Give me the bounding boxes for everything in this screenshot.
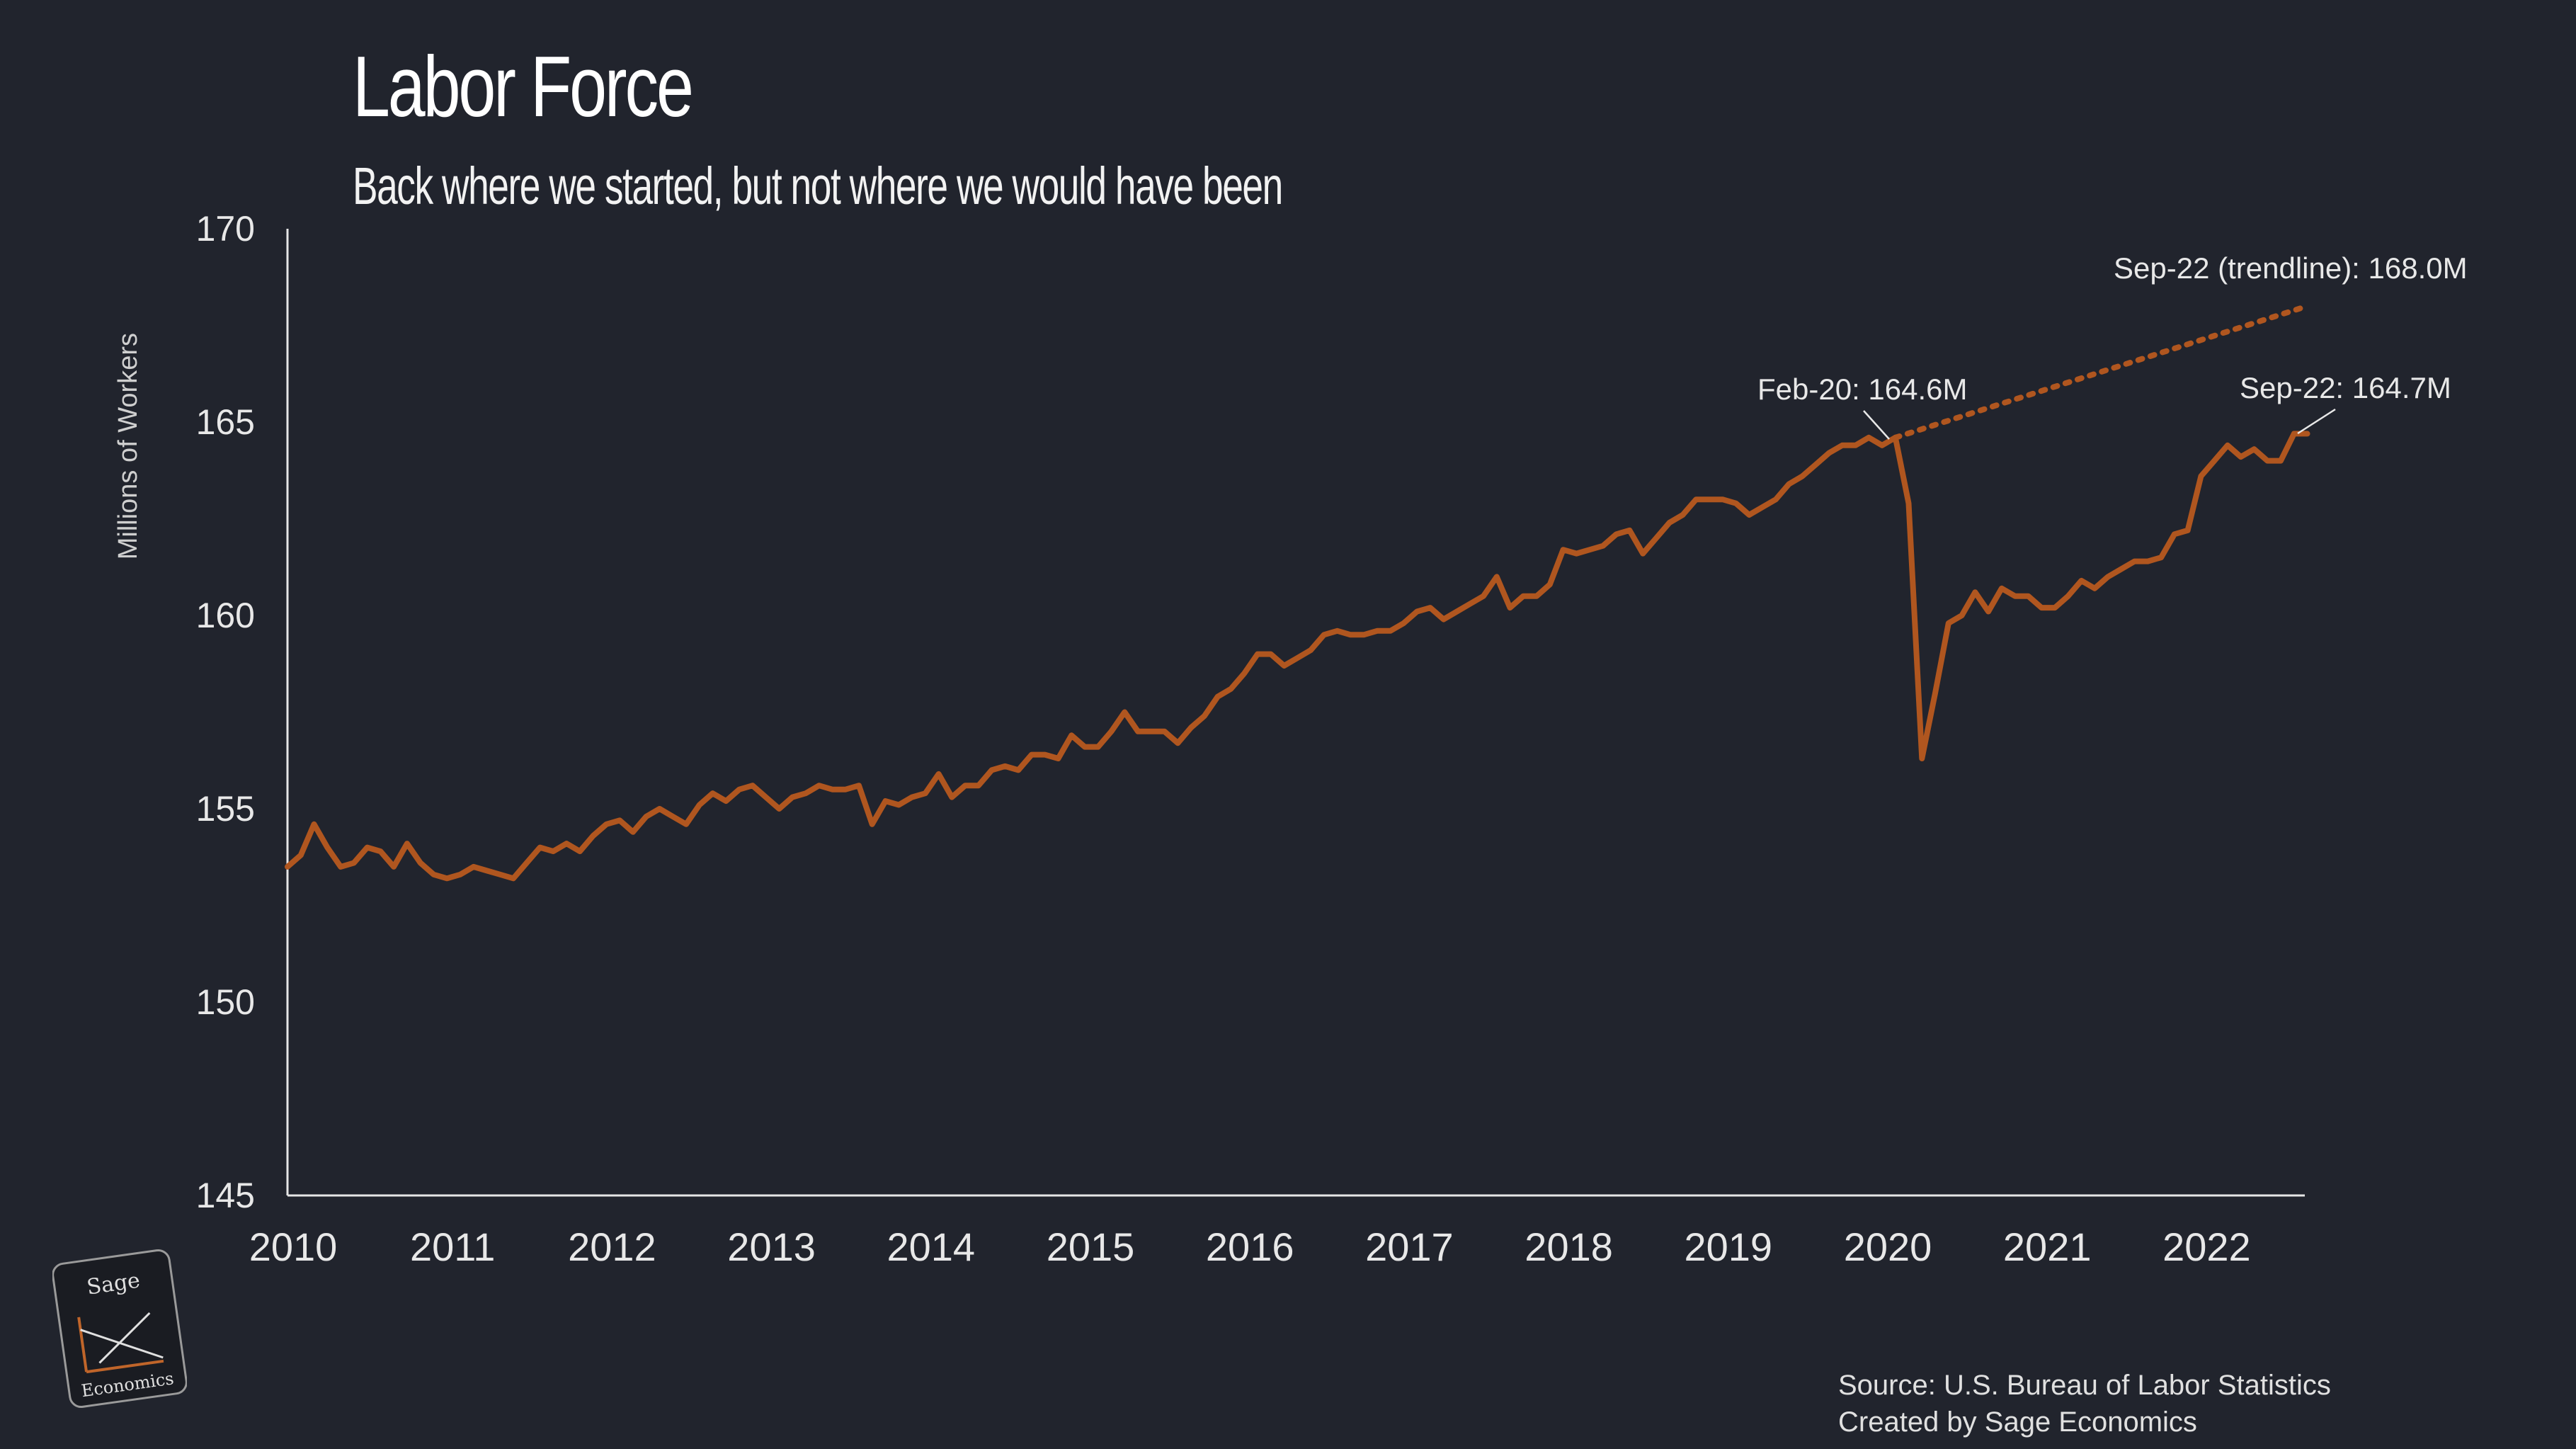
x-tick-label: 2011	[410, 1224, 495, 1269]
annotation-feb20-label: Feb-20: 164.6M	[1757, 373, 1968, 406]
trendline-dotted	[1892, 303, 2310, 441]
x-tick-label: 2020	[1844, 1224, 1932, 1269]
annotation-trendline-label: Sep-22 (trendline): 168.0M	[2114, 251, 2468, 285]
x-axis-ticks: 2010 2011 2012 2013 2014 2015 2016 2017 2018 2019…	[249, 1224, 2251, 1269]
x-tick-label: 2019	[1685, 1224, 1773, 1269]
page-title: Labor Force	[353, 38, 694, 135]
chart-annotations: Feb-20: 164.6M Sep-22 (trendline): 168.0M…	[1757, 251, 2468, 440]
y-tick-label: 170	[196, 209, 255, 249]
x-tick-label: 2016	[1206, 1224, 1294, 1269]
page-subtitle: Back where we started, but not where we …	[353, 157, 1283, 215]
credit-line: Created by Sage Economics	[1838, 1407, 2197, 1438]
x-tick-label: 2014	[887, 1224, 976, 1269]
source-note: Source: U.S. Bureau of Labor Statistics …	[1838, 1367, 2331, 1441]
labor-force-line	[285, 431, 2310, 882]
x-tick-label: 2010	[249, 1224, 338, 1269]
source-line: Source: U.S. Bureau of Labor Statistics	[1838, 1370, 2331, 1401]
x-tick-label: 2022	[2162, 1224, 2251, 1269]
y-tick-label: 150	[196, 982, 255, 1022]
x-tick-label: 2012	[568, 1224, 656, 1269]
x-tick-label: 2015	[1047, 1224, 1135, 1269]
y-tick-label: 165	[196, 402, 255, 442]
y-tick-label: 145	[196, 1176, 255, 1215]
y-tick-label: 160	[196, 596, 255, 635]
x-tick-label: 2018	[1524, 1224, 1613, 1269]
chart-axes	[286, 229, 2305, 1197]
x-tick-label: 2013	[727, 1224, 816, 1269]
annotation-sep22-leader-line	[2297, 408, 2336, 435]
annotation-feb20-leader-line	[1863, 410, 1890, 440]
x-tick-label: 2017	[1365, 1224, 1454, 1269]
annotation-sep22-label: Sep-22: 164.7M	[2240, 371, 2451, 404]
x-tick-label: 2021	[2003, 1224, 2092, 1269]
chart-series	[285, 303, 2310, 882]
sage-economics-logo-icon: Sage Economics	[52, 1246, 188, 1411]
y-axis-ticks: 145 150 155 160 165 170	[196, 209, 255, 1215]
y-tick-label: 155	[196, 789, 255, 829]
